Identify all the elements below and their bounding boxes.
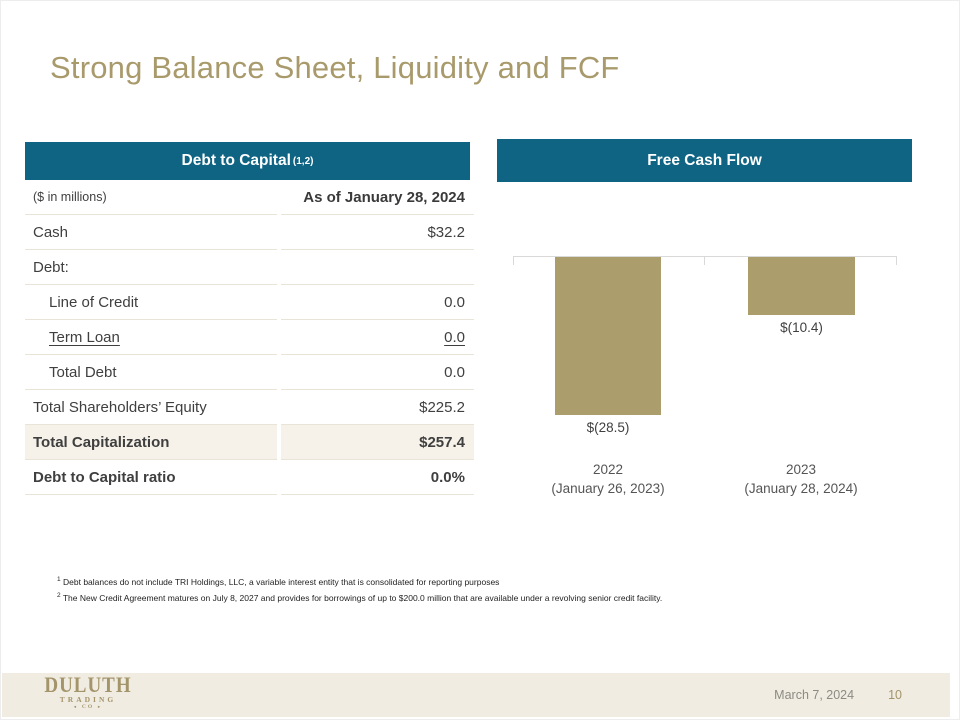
table-title-footnote-ref: (1,2) [292,155,314,167]
footnote-2: 2 The New Credit Agreement matures on Ju… [57,591,663,603]
row-line-of-credit-label: Line of Credit [25,285,277,320]
bar-value-label-2022: $(28.5) [586,420,630,435]
row-debt-value [281,250,474,285]
row-shareholders-equity-label: Total Shareholders’ Equity [25,390,277,425]
category-date: (January 28, 2024) [744,481,858,496]
row-debt-to-capital-ratio-value: 0.0% [281,460,474,495]
x-axis-line [513,256,897,257]
footer-bar: DULUTH TRADING CO March 7, 2024 10 [2,673,950,717]
footer-meta: March 7, 2024 10 [774,673,902,717]
slide-title: Strong Balance Sheet, Liquidity and FCF [50,50,620,85]
table-title: Debt to Capital [181,152,291,169]
x-axis-label-2022: 2022 (January 26, 2023) [518,460,698,498]
fcf-bar-chart: $(28.5) $(10.4) 2022 (January 26, 2023) … [498,256,913,506]
footnote-1: 1 Debt balances do not include TRI Holdi… [57,576,500,587]
logo-co-mark: CO [38,704,138,711]
table-unit-note: ($ in millions) [25,180,277,215]
bar-2023 [748,257,855,315]
x-axis-tick [896,257,897,265]
logo-subtext: TRADING [59,695,117,704]
category-year: 2022 [592,462,624,477]
row-total-capitalization-label: Total Capitalization [25,425,277,460]
row-line-of-credit-value: 0.0 [281,285,474,320]
table-header: Debt to Capital (1,2) [25,142,470,180]
row-total-capitalization-value: $257.4 [281,425,474,460]
x-axis-tick [704,257,705,265]
row-term-loan-value: 0.0 [281,320,474,355]
debt-to-capital-table: Debt to Capital (1,2) ($ in millions) As… [25,142,474,495]
x-axis-tick [513,257,514,265]
category-date: (January 26, 2023) [551,481,665,496]
row-term-loan-label: Term Loan [25,320,277,355]
duluth-trading-logo: DULUTH TRADING CO [38,673,138,711]
logo-wordmark: DULUTH [44,673,132,698]
row-cash-value: $32.2 [281,215,474,250]
page-number: 10 [888,688,902,702]
chart-title: Free Cash Flow [497,139,912,182]
row-debt-to-capital-ratio-label: Debt to Capital ratio [25,460,277,495]
footnotes: 1 Debt balances do not include TRI Holdi… [57,573,662,605]
table-body: ($ in millions) As of January 28, 2024 C… [25,180,474,495]
category-year: 2023 [785,462,817,477]
x-axis-label-2023: 2023 (January 28, 2024) [711,460,891,498]
row-debt-label: Debt: [25,250,277,285]
row-shareholders-equity-value: $225.2 [281,390,474,425]
row-cash-label: Cash [25,215,277,250]
row-total-debt-label: Total Debt [25,355,277,390]
table-col-header: As of January 28, 2024 [281,180,474,215]
bar-value-label-2023: $(10.4) [780,320,823,335]
bar-2022 [555,257,661,415]
footer-date: March 7, 2024 [774,688,855,702]
row-total-debt-value: 0.0 [281,355,474,390]
